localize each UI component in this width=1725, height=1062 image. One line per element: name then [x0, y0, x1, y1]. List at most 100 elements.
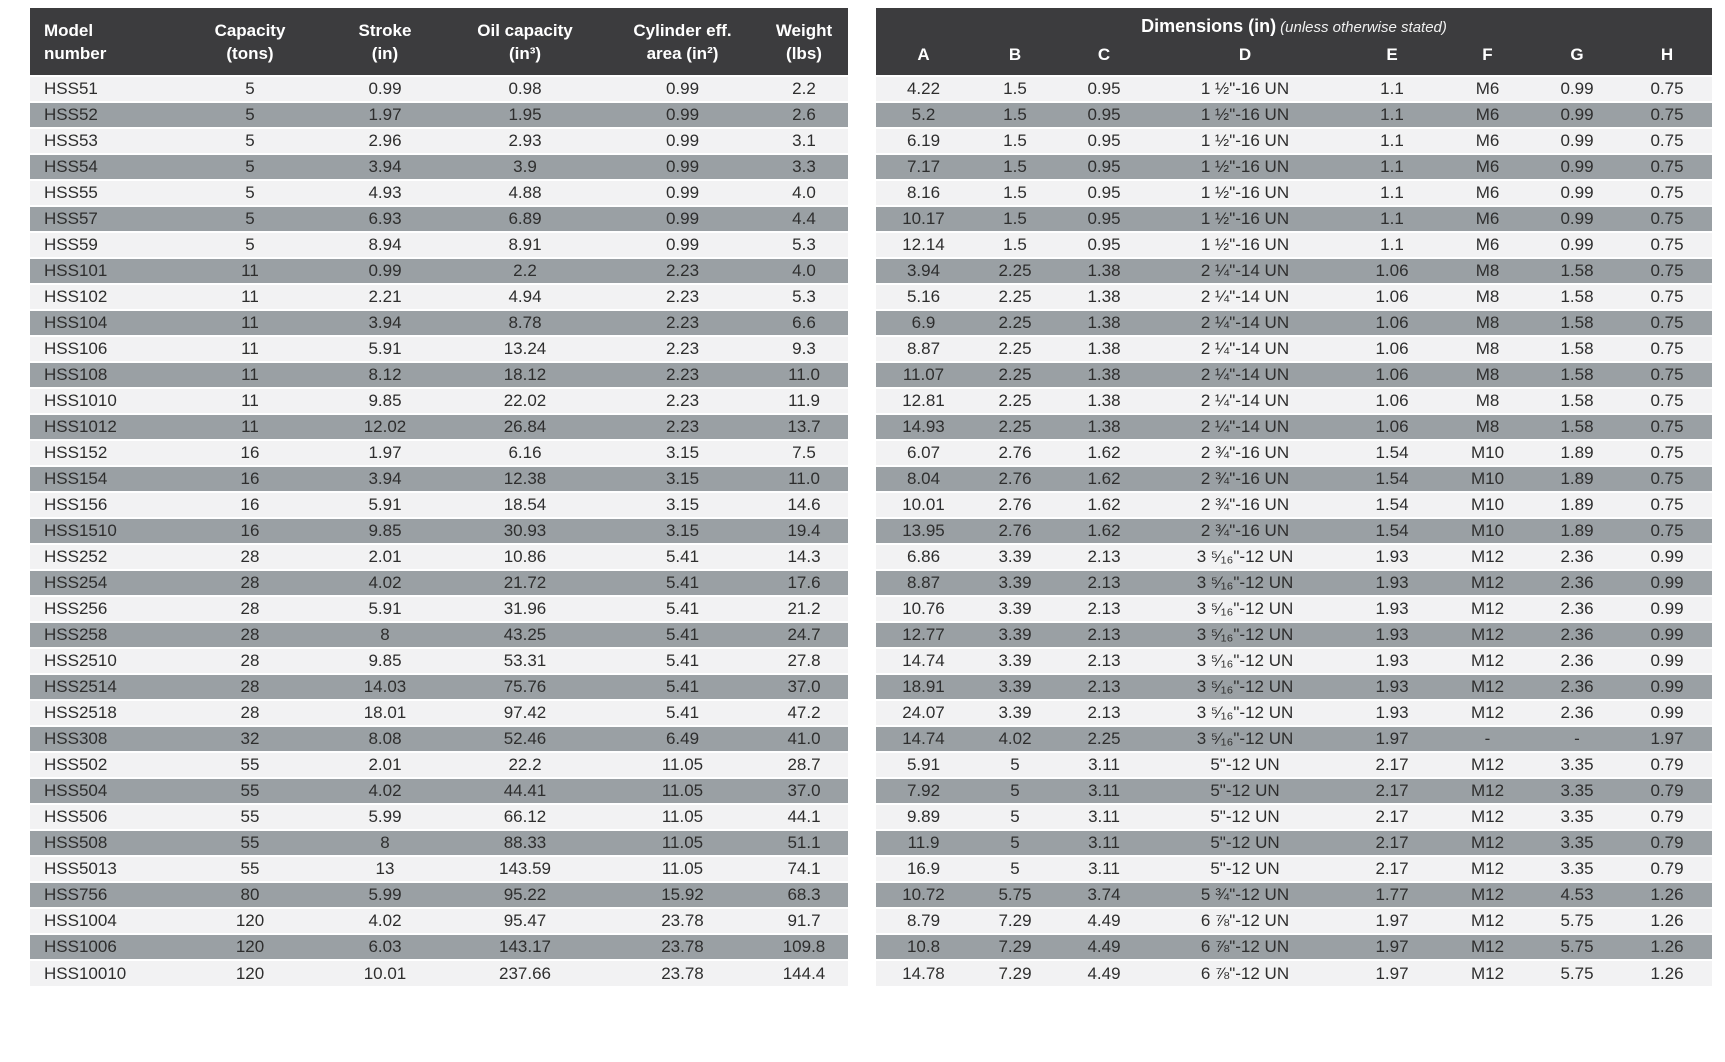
cell-dim-b: 2.76	[971, 439, 1059, 466]
cell-dim-a: 14.78	[876, 959, 971, 986]
cell-cylinder-area: 23.78	[605, 933, 760, 960]
cell-cylinder-area: 2.23	[605, 257, 760, 284]
cell-capacity: 28	[175, 543, 325, 570]
cell-oil-capacity: 0.98	[445, 75, 605, 102]
cell-dim-g: 0.99	[1532, 179, 1622, 206]
cell-capacity: 11	[175, 257, 325, 284]
cell-cylinder-area: 3.15	[605, 517, 760, 544]
cell-weight: 5.3	[760, 283, 848, 310]
table-row: 10.8 7.29 4.49 6 ⅞"-12 UN 1.97 M12 5.75 …	[876, 933, 1713, 960]
cell-dim-f: M12	[1443, 829, 1532, 856]
cell-dim-h: 0.79	[1622, 855, 1713, 882]
cell-model-number: HSS152	[30, 439, 175, 466]
col-header-dim-g: G	[1532, 45, 1622, 76]
cell-stroke: 6.03	[325, 933, 445, 960]
cell-dim-g: 3.35	[1532, 829, 1622, 856]
cell-oil-capacity: 8.91	[445, 231, 605, 258]
table-row: HSS156 16 5.91 18.54 3.15 14.6	[30, 491, 848, 518]
col-header-dim-f: F	[1443, 45, 1532, 76]
cell-stroke: 13	[325, 855, 445, 882]
cell-capacity: 5	[175, 75, 325, 102]
cell-dim-f: M8	[1443, 361, 1532, 388]
cell-weight: 4.0	[760, 257, 848, 284]
table-row: HSS102 11 2.21 4.94 2.23 5.3	[30, 283, 848, 310]
cell-oil-capacity: 30.93	[445, 517, 605, 544]
cell-dim-e: 1.54	[1341, 465, 1443, 492]
cell-dim-a: 24.07	[876, 699, 971, 726]
cell-model-number: HSS2514	[30, 673, 175, 700]
cell-cylinder-area: 0.99	[605, 179, 760, 206]
cell-dim-a: 11.9	[876, 829, 971, 856]
cell-capacity: 16	[175, 491, 325, 518]
cell-dim-e: 1.97	[1341, 959, 1443, 986]
table-row: HSS106 11 5.91 13.24 2.23 9.3	[30, 335, 848, 362]
cell-dim-h: 0.79	[1622, 777, 1713, 804]
cell-dim-c: 1.38	[1059, 283, 1149, 310]
cell-dim-a: 5.2	[876, 101, 971, 128]
cell-dim-d: 3 ⁵⁄₁₆"-12 UN	[1149, 725, 1341, 752]
cell-dim-h: 1.26	[1622, 907, 1713, 934]
table-row: 11.9 5 3.11 5"-12 UN 2.17 M12 3.35 0.79	[876, 829, 1713, 856]
cell-weight: 2.6	[760, 101, 848, 128]
cell-dim-d: 2 ¾"-16 UN	[1149, 465, 1341, 492]
cell-dim-b: 3.39	[971, 699, 1059, 726]
cell-model-number: HSS106	[30, 335, 175, 362]
cell-dim-g: 4.53	[1532, 881, 1622, 908]
cell-dim-c: 4.49	[1059, 959, 1149, 986]
cell-dim-f: M6	[1443, 205, 1532, 232]
table-row: HSS101 11 0.99 2.2 2.23 4.0	[30, 257, 848, 284]
cell-stroke: 0.99	[325, 75, 445, 102]
cell-dim-h: 0.99	[1622, 621, 1713, 648]
cell-dim-f: M10	[1443, 517, 1532, 544]
cell-dim-e: 2.17	[1341, 855, 1443, 882]
cell-model-number: HSS2518	[30, 699, 175, 726]
cell-capacity: 28	[175, 621, 325, 648]
cell-dim-g: 0.99	[1532, 101, 1622, 128]
cell-dim-h: 0.99	[1622, 543, 1713, 570]
cell-cylinder-area: 3.15	[605, 465, 760, 492]
cell-model-number: HSS1012	[30, 413, 175, 440]
cell-stroke: 2.21	[325, 283, 445, 310]
cell-weight: 19.4	[760, 517, 848, 544]
cell-model-number: HSS51	[30, 75, 175, 102]
cell-dim-e: 1.06	[1341, 257, 1443, 284]
table-row: 5.91 5 3.11 5"-12 UN 2.17 M12 3.35 0.79	[876, 751, 1713, 778]
cell-dim-f: M6	[1443, 127, 1532, 154]
cell-dim-g: 1.89	[1532, 491, 1622, 518]
cell-dim-g: 2.36	[1532, 595, 1622, 622]
cell-dim-e: 1.93	[1341, 647, 1443, 674]
cell-stroke: 8.94	[325, 231, 445, 258]
cell-dim-d: 1 ½"-16 UN	[1149, 101, 1341, 128]
col-header-dim-d: D	[1149, 45, 1341, 76]
cell-cylinder-area: 5.41	[605, 699, 760, 726]
cell-dim-c: 2.13	[1059, 621, 1149, 648]
cell-capacity: 11	[175, 283, 325, 310]
cell-capacity: 28	[175, 569, 325, 596]
cell-cylinder-area: 2.23	[605, 361, 760, 388]
cell-dim-c: 2.13	[1059, 647, 1149, 674]
cell-oil-capacity: 12.38	[445, 465, 605, 492]
cell-dim-f: M10	[1443, 491, 1532, 518]
cell-capacity: 11	[175, 309, 325, 336]
table-row: HSS308 32 8.08 52.46 6.49 41.0	[30, 725, 848, 752]
cell-dim-a: 10.72	[876, 881, 971, 908]
table-row: 16.9 5 3.11 5"-12 UN 2.17 M12 3.35 0.79	[876, 855, 1713, 882]
cell-dim-b: 2.25	[971, 387, 1059, 414]
cell-stroke: 5.99	[325, 803, 445, 830]
cell-stroke: 2.96	[325, 127, 445, 154]
table-row: 6.19 1.5 0.95 1 ½"-16 UN 1.1 M6 0.99 0.7…	[876, 127, 1713, 154]
cell-dim-c: 0.95	[1059, 153, 1149, 180]
dimensions-table: Dimensions (in) (unless otherwise stated)…	[876, 8, 1713, 986]
table-row: HSS154 16 3.94 12.38 3.15 11.0	[30, 465, 848, 492]
cell-dim-e: 1.93	[1341, 621, 1443, 648]
dimensions-letters-row: A B C D E F G H	[876, 45, 1713, 76]
cell-dim-b: 2.76	[971, 517, 1059, 544]
cell-cylinder-area: 0.99	[605, 75, 760, 102]
cell-stroke: 1.97	[325, 101, 445, 128]
cell-dim-e: 2.17	[1341, 829, 1443, 856]
cell-cylinder-area: 23.78	[605, 959, 760, 986]
cell-weight: 3.3	[760, 153, 848, 180]
table-row: HSS55 5 4.93 4.88 0.99 4.0	[30, 179, 848, 206]
cell-dim-d: 6 ⅞"-12 UN	[1149, 907, 1341, 934]
col-header-weight: Weight (lbs)	[760, 8, 848, 76]
